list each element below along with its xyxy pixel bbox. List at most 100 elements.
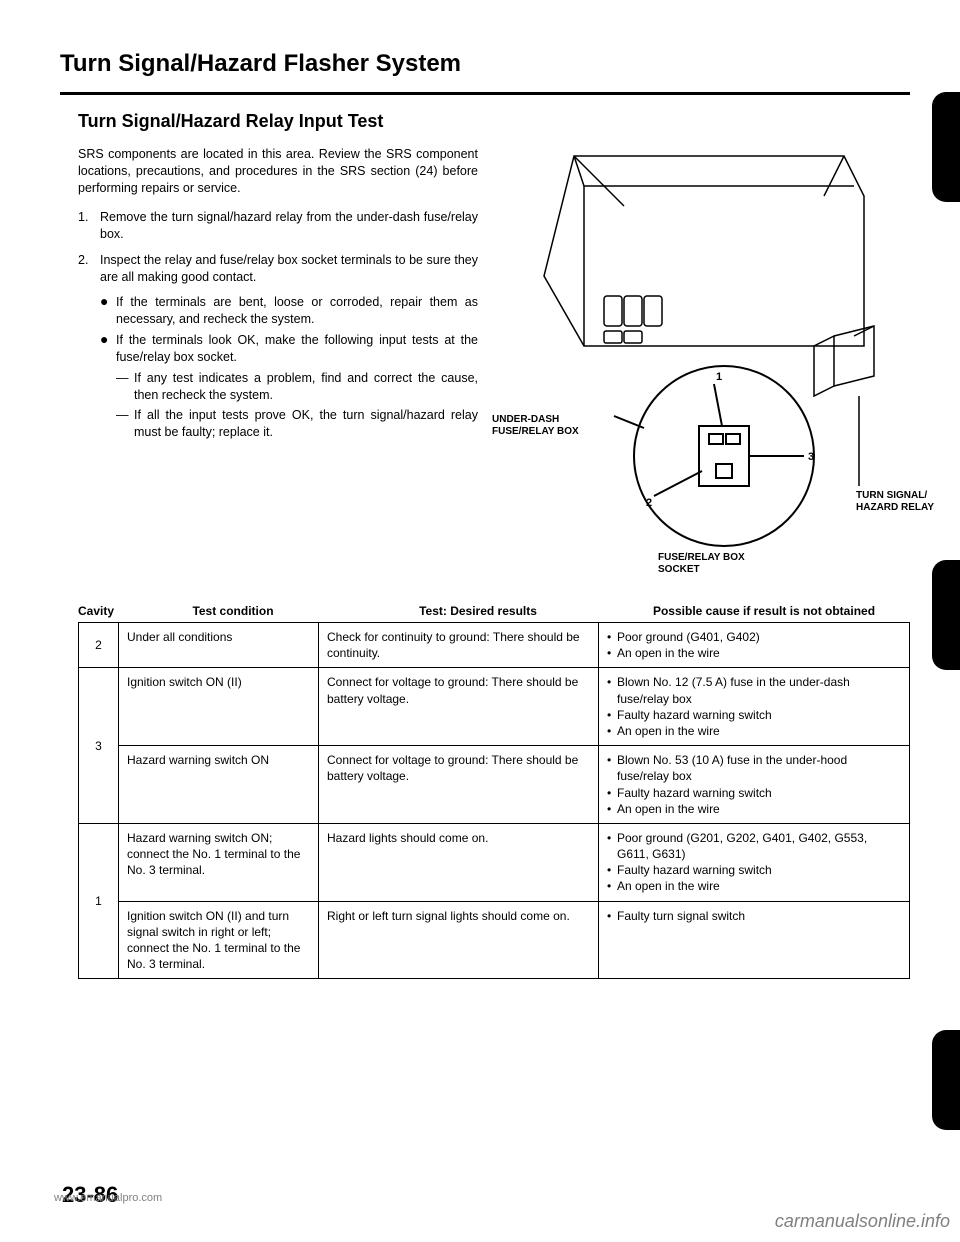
- cell-cause: •Poor ground (G401, G402)•An open in the…: [599, 623, 910, 668]
- diagram-num-2: 2: [646, 497, 652, 509]
- cell-condition: Hazard warning switch ON; connect the No…: [119, 823, 319, 901]
- step-number: 2.: [78, 252, 100, 449]
- col-header-condition: Test condition: [128, 604, 338, 618]
- instruction-column: SRS components are located in this area.…: [78, 146, 478, 586]
- edge-tab: [932, 1030, 960, 1130]
- cell-cause: •Poor ground (G201, G202, G401, G402, G5…: [599, 823, 910, 901]
- bullet-icon: •: [607, 785, 617, 801]
- diagram-label-relay: TURN SIGNAL/HAZARD RELAY: [856, 490, 934, 514]
- cause-item: •An open in the wire: [607, 878, 901, 894]
- bullet-icon: •: [607, 908, 617, 924]
- watermark-left: www.emanualpro.com: [54, 1192, 162, 1204]
- step-number: 1.: [78, 209, 100, 243]
- bullet-icon: •: [607, 878, 617, 894]
- cell-cause: •Blown No. 12 (7.5 A) fuse in the under-…: [599, 668, 910, 746]
- cell-desired: Hazard lights should come on.: [319, 823, 599, 901]
- cause-text: Blown No. 53 (10 A) fuse in the under-ho…: [617, 752, 901, 784]
- cause-text: Poor ground (G401, G402): [617, 629, 901, 645]
- cell-condition: Ignition switch ON (II): [119, 668, 319, 746]
- cause-item: •Poor ground (G201, G202, G401, G402, G5…: [607, 830, 901, 862]
- bullet-icon: •: [607, 830, 617, 862]
- bullet-icon: •: [607, 723, 617, 739]
- cause-item: •An open in the wire: [607, 723, 901, 739]
- step-text: Remove the turn signal/hazard relay from…: [100, 209, 478, 243]
- bullet-icon: •: [607, 707, 617, 723]
- cause-text: Poor ground (G201, G202, G401, G402, G55…: [617, 830, 901, 862]
- step-text: Inspect the relay and fuse/relay box soc…: [100, 253, 478, 284]
- watermark-right: carmanualsonline.info: [775, 1211, 950, 1232]
- dash-icon: —: [116, 407, 134, 441]
- bullet-icon: •: [607, 645, 617, 661]
- bullet-text: If the terminals are bent, loose or corr…: [116, 294, 478, 328]
- bullet-text: If the terminals look OK, make the follo…: [116, 333, 478, 364]
- cause-item: •Faulty hazard warning switch: [607, 785, 901, 801]
- bullet-item: ● If the terminals look OK, make the fol…: [100, 332, 478, 445]
- cell-cause: •Faulty turn signal switch: [599, 901, 910, 979]
- cause-item: •Faulty hazard warning switch: [607, 707, 901, 723]
- dash-list: — If any test indicates a problem, find …: [116, 370, 478, 442]
- cell-condition: Ignition switch ON (II) and turn signal …: [119, 901, 319, 979]
- cell-condition: Under all conditions: [119, 623, 319, 668]
- bullet-icon: ●: [100, 332, 116, 445]
- dash-item: — If any test indicates a problem, find …: [116, 370, 478, 404]
- cause-text: An open in the wire: [617, 645, 901, 661]
- diagram-svg: 1 2 3: [498, 146, 910, 586]
- cell-desired: Connect for voltage to ground: There sho…: [319, 668, 599, 746]
- diagram: 1 2 3 UNDER-DASHFUSE/RELAY BOX TURN SIGN…: [498, 146, 910, 586]
- cause-text: Faulty hazard warning switch: [617, 862, 901, 878]
- cause-text: Faulty turn signal switch: [617, 908, 901, 924]
- test-table: 2Under all conditionsCheck for continuit…: [78, 622, 910, 979]
- col-header-cavity: Cavity: [78, 604, 128, 618]
- step-list: 1. Remove the turn signal/hazard relay f…: [78, 209, 478, 450]
- table-row: 1Hazard warning switch ON; connect the N…: [79, 823, 910, 901]
- dash-icon: —: [116, 370, 134, 404]
- cause-item: •An open in the wire: [607, 801, 901, 817]
- dash-text: If any test indicates a problem, find an…: [134, 370, 478, 404]
- diagram-num-1: 1: [716, 371, 722, 383]
- cell-desired: Check for continuity to ground: There sh…: [319, 623, 599, 668]
- edge-tab: [932, 560, 960, 670]
- dash-item: — If all the input tests prove OK, the t…: [116, 407, 478, 441]
- col-header-desired: Test: Desired results: [338, 604, 618, 618]
- cause-item: •Poor ground (G401, G402): [607, 629, 901, 645]
- table-header-row: Cavity Test condition Test: Desired resu…: [78, 604, 910, 618]
- cell-cause: •Blown No. 53 (10 A) fuse in the under-h…: [599, 746, 910, 824]
- section-subtitle: Turn Signal/Hazard Relay Input Test: [78, 111, 910, 132]
- table-row: 3Ignition switch ON (II)Connect for volt…: [79, 668, 910, 746]
- cause-item: •Faulty hazard warning switch: [607, 862, 901, 878]
- diagram-label-underdash: UNDER-DASHFUSE/RELAY BOX: [492, 414, 579, 438]
- table-row: Hazard warning switch ONConnect for volt…: [79, 746, 910, 824]
- cell-cavity: 3: [79, 668, 119, 824]
- test-table-wrap: Cavity Test condition Test: Desired resu…: [78, 604, 910, 979]
- cause-text: Faulty hazard warning switch: [617, 707, 901, 723]
- intro-paragraph: SRS components are located in this area.…: [78, 146, 478, 197]
- cause-item: •Faulty turn signal switch: [607, 908, 901, 924]
- diagram-label-socket: FUSE/RELAY BOXSOCKET: [658, 552, 745, 576]
- cause-text: An open in the wire: [617, 878, 901, 894]
- bullet-icon: ●: [100, 294, 116, 328]
- bullet-icon: •: [607, 801, 617, 817]
- cell-cavity: 2: [79, 623, 119, 668]
- cell-cavity: 1: [79, 823, 119, 979]
- cause-item: •Blown No. 53 (10 A) fuse in the under-h…: [607, 752, 901, 784]
- cause-text: Faulty hazard warning switch: [617, 785, 901, 801]
- cause-item: •Blown No. 12 (7.5 A) fuse in the under-…: [607, 674, 901, 706]
- title-divider: [60, 92, 910, 95]
- cell-desired: Connect for voltage to ground: There sho…: [319, 746, 599, 824]
- bullet-icon: •: [607, 674, 617, 706]
- edge-tab: [932, 92, 960, 202]
- bullet-icon: •: [607, 629, 617, 645]
- table-row: 2Under all conditionsCheck for continuit…: [79, 623, 910, 668]
- col-header-cause: Possible cause if result is not obtained: [618, 604, 910, 618]
- step-item: 2. Inspect the relay and fuse/relay box …: [78, 252, 478, 449]
- step-item: 1. Remove the turn signal/hazard relay f…: [78, 209, 478, 243]
- cause-text: An open in the wire: [617, 723, 901, 739]
- cell-desired: Right or left turn signal lights should …: [319, 901, 599, 979]
- diagram-num-3: 3: [808, 451, 814, 463]
- cause-text: Blown No. 12 (7.5 A) fuse in the under-d…: [617, 674, 901, 706]
- bullet-item: ● If the terminals are bent, loose or co…: [100, 294, 478, 328]
- dash-text: If all the input tests prove OK, the tur…: [134, 407, 478, 441]
- cell-condition: Hazard warning switch ON: [119, 746, 319, 824]
- cause-text: An open in the wire: [617, 801, 901, 817]
- bullet-icon: •: [607, 752, 617, 784]
